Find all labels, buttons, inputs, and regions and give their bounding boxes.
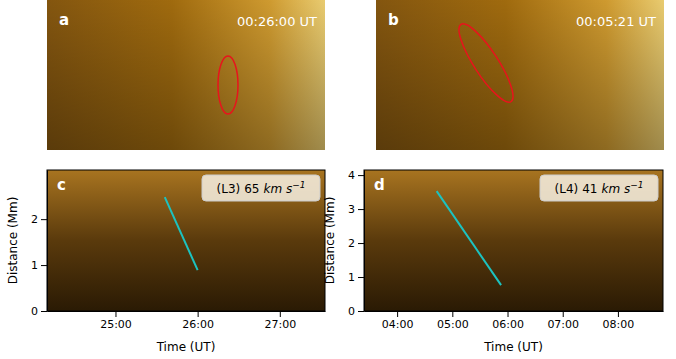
x-tick-mark [198,311,199,317]
image-background [376,0,664,150]
x-tick: 05:00 [437,311,469,331]
x-tick: 06:00 [492,311,524,331]
x-tick-label: 07:00 [547,318,579,331]
region-ellipse [451,18,521,108]
x-tick-mark [508,311,509,317]
x-tick-label: 04:00 [382,318,414,331]
series-name: (L3) [217,182,241,196]
y-tick: 4 [348,169,364,182]
image-shade [47,0,325,150]
y-tick-label: 3 [348,203,355,216]
x-tick-mark [452,311,453,317]
figure: a 00:26:00 UT b 00:05:21 UT 25:00 26:00 27:00 0… [0,0,676,359]
y-tick: 3 [348,203,364,216]
fit-line [165,197,198,270]
plot-background [364,170,663,311]
speed-value: 65 [244,182,259,196]
x-axis: 25:00 26:00 27:00 [48,311,326,331]
y-tick-mark [41,265,47,266]
y-tick-mark [41,219,47,220]
x-tick-mark [280,311,281,317]
series-name: (L4) [555,182,579,196]
x-axis-title: Time (UT) [156,340,216,354]
timestamp: 00:05:21 UT [576,14,656,29]
x-tick-label: 26:00 [182,318,214,331]
panel: a 00:26:00 UT [47,0,325,150]
timestamp: 00:26:00 UT [237,14,317,29]
panel-label: d [374,176,385,194]
plot-area [165,197,198,270]
y-tick-label: 1 [31,259,38,272]
image-shade [376,0,664,150]
x-tick-label: 08:00 [603,318,635,331]
speed-annotation: (L4)41 km s−1 [555,180,644,196]
x-tick-label: 25:00 [100,318,132,331]
y-tick: 1 [31,259,47,272]
panel: b 00:05:21 UT [376,0,664,150]
annotation-box [202,175,320,201]
x-tick-label: 27:00 [264,318,296,331]
y-tick-mark [358,209,364,210]
y-tick-mark [358,175,364,176]
y-tick: 1 [348,271,364,284]
fit-line [437,191,501,285]
x-tick-mark [618,311,619,317]
x-tick: 26:00 [182,311,214,331]
y-axis-title: Distance (Mm) [323,197,337,285]
y-tick-mark [41,311,47,312]
y-tick: 0 [31,305,47,318]
panel: 04:00 05:00 06:00 07:00 08:00 0 1 2 3 4 Time (UT) D… [323,169,664,354]
y-tick: 2 [348,237,364,250]
y-tick-mark [358,277,364,278]
speed-unit-exponent: −1 [630,180,643,190]
y-tick-label: 0 [31,305,38,318]
y-tick-label: 2 [31,213,38,226]
x-tick-mark [563,311,564,317]
plot-frame [47,170,325,311]
y-tick-label: 1 [348,271,355,284]
x-tick: 27:00 [264,311,296,331]
x-tick-mark [397,311,398,317]
x-tick-label: 05:00 [437,318,469,331]
plot-area [437,191,501,285]
y-axis: 0 1 2 [31,171,48,319]
image [47,0,325,150]
y-axis-title: Distance (Mm) [6,197,20,285]
x-tick-mark [115,311,116,317]
y-tick-label: 4 [348,169,355,182]
panel-label: b [388,11,399,29]
x-axis: 04:00 05:00 06:00 07:00 08:00 [365,311,664,331]
image-background [47,0,325,150]
y-tick: 2 [31,213,47,226]
x-tick: 08:00 [603,311,635,331]
panel: 25:00 26:00 27:00 0 1 2 Time (UT) Distance (Mm)… [6,170,326,354]
panel-label: a [59,11,69,29]
panel-label: c [57,176,66,194]
annotation-box [540,175,658,201]
speed-annotation: (L3)65 km s−1 [217,180,306,196]
speed-unit-exponent: −1 [292,180,305,190]
speed-value: 41 [582,182,597,196]
y-tick-label: 0 [348,305,355,318]
speed-unit: km s [601,182,630,196]
plot-background [47,170,325,311]
image [376,0,664,150]
x-tick: 04:00 [382,311,414,331]
y-tick-label: 2 [348,237,355,250]
region-ellipse [218,56,238,114]
x-tick-label: 06:00 [492,318,524,331]
x-tick: 07:00 [547,311,579,331]
y-axis: 0 1 2 3 4 [348,169,365,318]
y-tick: 0 [348,305,364,318]
y-tick-mark [358,311,364,312]
x-tick: 25:00 [100,311,132,331]
plot-frame [364,170,663,311]
x-axis-title: Time (UT) [483,340,543,354]
y-tick-mark [358,243,364,244]
speed-unit: km s [263,182,292,196]
